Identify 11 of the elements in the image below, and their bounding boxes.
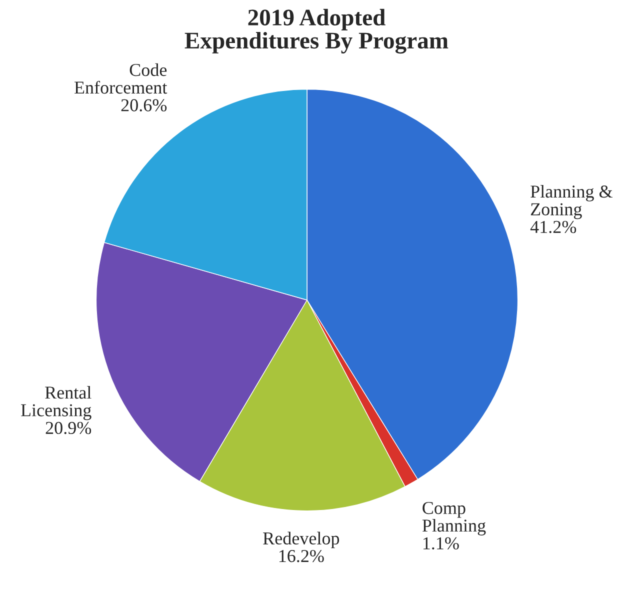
slice-label: Redevelop: [263, 532, 340, 548]
data-label: 1.1%: [423, 537, 459, 550]
slice-label: Rental Licensing: [21, 386, 92, 420]
slice-label: Comp Planning: [422, 502, 486, 536]
chart-title: 2019 Adopted Expenditures By Program: [184, 8, 448, 54]
data-label: 16.2%: [279, 550, 324, 562]
slice-label: Code Enforcement: [74, 63, 168, 94]
slice-label: Planning & Zoning: [530, 184, 612, 220]
data-label: 20.6%: [121, 99, 167, 112]
data-label: 20.9%: [46, 422, 92, 434]
data-label: 41.2%: [530, 220, 576, 234]
